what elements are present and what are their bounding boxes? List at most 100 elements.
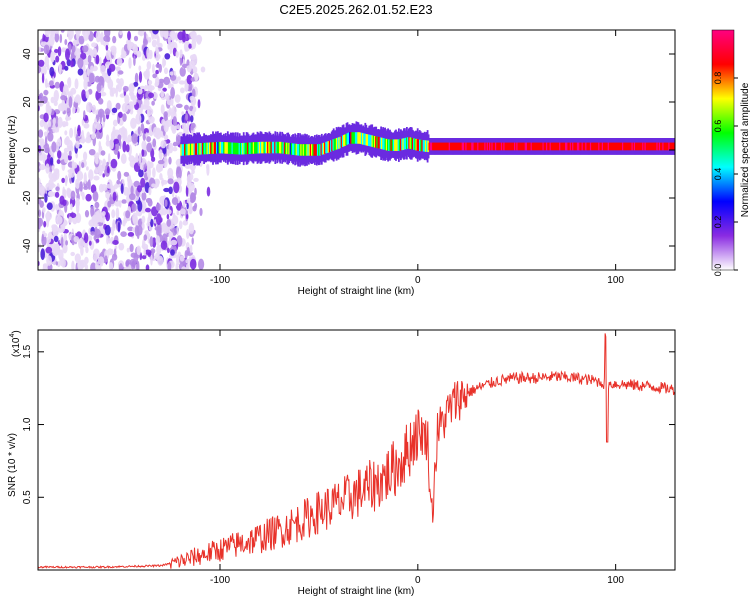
heatmap-track-core [657, 142, 660, 151]
heatmap-noise-cell [155, 129, 162, 135]
heatmap-track-core [581, 142, 584, 151]
heatmap-noise-cell [64, 175, 68, 187]
heatmap-track-core [667, 142, 669, 151]
heatmap-noise-cell [38, 46, 41, 52]
heatmap-track-core [416, 139, 419, 151]
heatmap-noise-cell [55, 55, 60, 63]
heatmap-noise-cell [65, 48, 70, 61]
heatmap-track-core [276, 141, 279, 154]
heatmap-track-core [643, 142, 645, 151]
heatmap-noise-cell [41, 96, 48, 104]
heatmap-noise-cell [148, 186, 152, 196]
heatmap-track-core [671, 142, 674, 151]
heatmap-track-core [349, 132, 351, 144]
heatmap-noise-cell [99, 57, 102, 68]
heatmap-noise-cell [113, 184, 118, 190]
heatmap-noise-cell [67, 78, 71, 86]
heatmap-noise-cell [117, 70, 124, 75]
heatmap-track-core [394, 139, 396, 151]
heatmap-track-core [330, 140, 332, 152]
heatmap-track-core [527, 142, 529, 151]
heatmap-noise-cell [117, 221, 121, 233]
heatmap-track-core [381, 137, 383, 150]
heatmap-track-core [258, 141, 261, 154]
heatmap-noise-cell [110, 158, 118, 169]
heatmap-noise-cell [112, 125, 116, 138]
heatmap-track-core [402, 138, 404, 150]
heatmap-track-core [646, 142, 649, 151]
heatmap-noise-cell [133, 81, 139, 87]
heatmap-noise-cell [178, 220, 183, 230]
heatmap-noise-cell [53, 89, 59, 102]
heatmap-track-core [466, 142, 469, 151]
heatmap-noise-cell [82, 30, 86, 36]
heatmap-noise-cell [57, 46, 62, 57]
heatmap-noise-cell [118, 263, 123, 270]
heatmap-noise-cell [156, 244, 162, 255]
heatmap-track-core [479, 142, 482, 151]
heatmap-noise-cell [65, 114, 69, 122]
heatmap-noise-cell [60, 30, 65, 33]
heatmap-track-core [673, 142, 675, 151]
heatmap-track-core [366, 134, 369, 146]
heatmap-noise-cell [141, 187, 146, 194]
snr-x-ticks: -100 0 100 [210, 330, 624, 586]
heatmap-track-core [533, 142, 535, 151]
heatmap-track-core [600, 142, 603, 151]
heatmap-track-core [557, 142, 560, 151]
heatmap-track-core [578, 142, 580, 151]
heatmap-track-core [536, 142, 539, 151]
heatmap-noise-cell [152, 63, 155, 74]
heatmap-noise-cell [111, 107, 118, 114]
heatmap-track-core [354, 132, 357, 144]
heatmap-noise-cell [81, 119, 85, 126]
heatmap-track-core [248, 142, 250, 154]
heatmap-noise-cell [160, 179, 168, 185]
heatmap-noise-cell [136, 50, 142, 58]
x-tick-label: 100 [607, 275, 624, 286]
heatmap-noise-cell [148, 36, 152, 43]
heatmap-track-core [212, 142, 215, 154]
heatmap-noise-cell [70, 190, 76, 201]
heatmap-noise-cell [160, 240, 168, 250]
heatmap-track-core [523, 142, 526, 151]
heatmap-track-core [449, 142, 452, 151]
heatmap-track-core [592, 142, 594, 151]
heatmap-track-core [230, 142, 232, 154]
heatmap-track-core [627, 142, 630, 151]
heatmap-track-core [529, 142, 531, 151]
heatmap-track-core [555, 142, 558, 151]
heatmap-noise-cell [66, 106, 71, 117]
heatmap-track-core [637, 142, 639, 151]
heatmap-noise-cell [111, 47, 117, 56]
heatmap-track-core [442, 142, 445, 151]
heatmap-track-core [426, 140, 428, 152]
heatmap-track-core [648, 142, 650, 151]
heatmap-track-core [187, 143, 190, 156]
heatmap-track-core [441, 142, 444, 151]
heatmap-noise-cell [155, 69, 159, 75]
heatmap-track-core [383, 138, 385, 150]
heatmap-noise-cell [61, 258, 66, 268]
heatmap-noise-cell [137, 88, 143, 95]
heatmap-noise-cell [130, 117, 137, 129]
heatmap-noise-cell [167, 43, 170, 50]
heatmap-noise-cell [118, 242, 125, 251]
heatmap-track-core [619, 142, 622, 151]
heatmap-noise-cell [116, 179, 121, 185]
heatmap-noise-cell [143, 128, 149, 135]
heatmap-track-core [370, 135, 372, 147]
heatmap-track-core [216, 142, 218, 154]
heatmap-noise-cell [57, 116, 63, 128]
heatmap-noise-cell [52, 246, 59, 257]
heatmap-noise-cell [168, 156, 172, 165]
heatmap-track-core [408, 137, 410, 149]
heatmap-noise-cell [141, 149, 145, 157]
heatmap-noise-cell [164, 199, 168, 208]
heatmap-noise-cell [43, 154, 48, 161]
heatmap-noise-cell [53, 100, 58, 107]
heatmap-track-core [587, 142, 590, 151]
heatmap-noise-cell [45, 182, 52, 191]
heatmap-track-core [642, 142, 644, 151]
heatmap-track-core [481, 142, 484, 151]
